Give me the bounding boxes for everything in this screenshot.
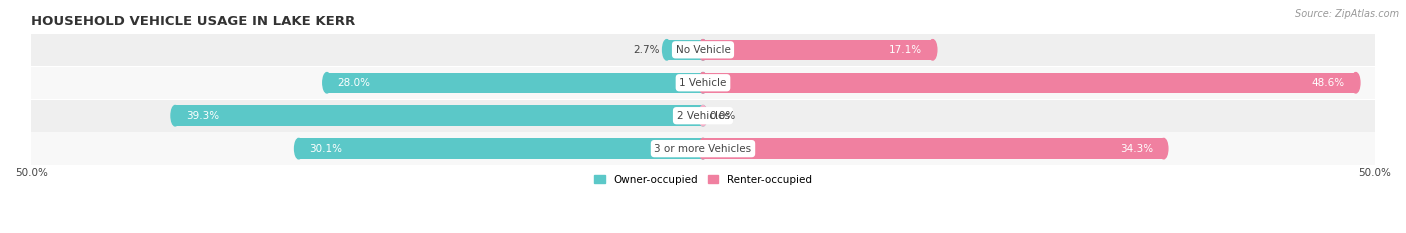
Circle shape <box>928 40 936 60</box>
Text: No Vehicle: No Vehicle <box>675 45 731 55</box>
Text: 17.1%: 17.1% <box>889 45 922 55</box>
Bar <box>176 106 703 126</box>
Circle shape <box>699 106 707 126</box>
Text: 34.3%: 34.3% <box>1119 144 1153 154</box>
Text: 48.6%: 48.6% <box>1312 78 1346 88</box>
Circle shape <box>172 106 180 126</box>
Circle shape <box>323 72 330 93</box>
Bar <box>703 72 1355 93</box>
Bar <box>31 99 1375 132</box>
Text: HOUSEHOLD VEHICLE USAGE IN LAKE KERR: HOUSEHOLD VEHICLE USAGE IN LAKE KERR <box>31 15 356 28</box>
Bar <box>31 67 1375 99</box>
Text: Source: ZipAtlas.com: Source: ZipAtlas.com <box>1295 9 1399 19</box>
Bar <box>666 40 703 60</box>
Bar <box>298 138 703 159</box>
Circle shape <box>699 138 707 159</box>
Text: 39.3%: 39.3% <box>186 111 219 121</box>
Circle shape <box>662 40 671 60</box>
Text: 2.7%: 2.7% <box>634 45 659 55</box>
Circle shape <box>1351 72 1360 93</box>
Circle shape <box>699 72 707 93</box>
Text: 0.0%: 0.0% <box>710 111 735 121</box>
Circle shape <box>699 40 707 60</box>
Text: 3 or more Vehicles: 3 or more Vehicles <box>654 144 752 154</box>
Text: 2 Vehicles: 2 Vehicles <box>676 111 730 121</box>
Bar <box>31 133 1375 165</box>
Circle shape <box>699 72 707 93</box>
Circle shape <box>1160 138 1168 159</box>
Bar <box>703 138 1164 159</box>
Text: 1 Vehicle: 1 Vehicle <box>679 78 727 88</box>
Circle shape <box>699 106 707 126</box>
Bar <box>31 34 1375 66</box>
Circle shape <box>699 138 707 159</box>
Circle shape <box>294 138 302 159</box>
Circle shape <box>699 40 707 60</box>
Text: 30.1%: 30.1% <box>309 144 343 154</box>
Text: 28.0%: 28.0% <box>337 78 371 88</box>
Bar <box>328 72 703 93</box>
Bar <box>703 40 932 60</box>
Legend: Owner-occupied, Renter-occupied: Owner-occupied, Renter-occupied <box>591 171 815 189</box>
